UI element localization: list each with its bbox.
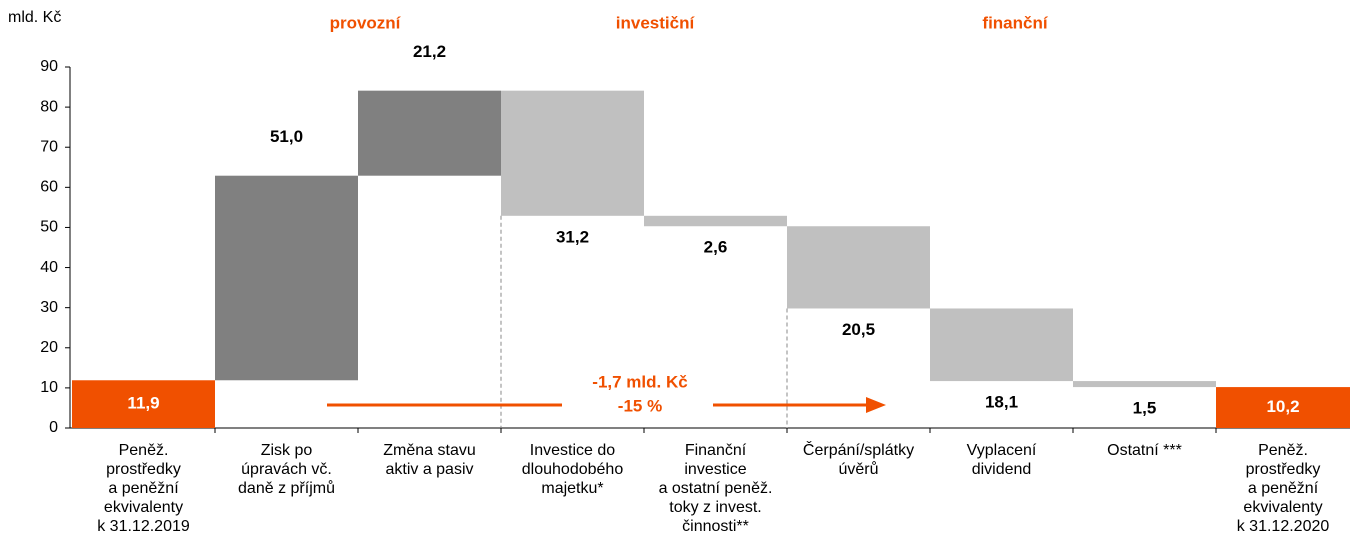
- group-label: investiční: [616, 13, 696, 32]
- x-tick-label-line: investice: [684, 461, 746, 478]
- x-tick-label-line: Ostatní ***: [1107, 442, 1182, 459]
- x-tick-label-line: Zisk po: [261, 442, 313, 459]
- x-tick-label-line: a ostatní peněž.: [659, 480, 773, 497]
- x-tick-label: Ostatní ***: [1107, 442, 1182, 459]
- y-tick-label: 90: [40, 58, 58, 75]
- data-label: 20,5: [842, 320, 875, 339]
- x-tick-label-line: prostředky: [106, 461, 181, 478]
- x-tick-label-line: ekvivalenty: [104, 499, 183, 516]
- x-tick-label-line: aktiv a pasiv: [385, 461, 473, 478]
- y-tick-label: 30: [40, 299, 58, 316]
- x-tick-label-line: Čerpání/splátky: [803, 440, 914, 459]
- bar: [644, 215, 787, 227]
- x-tick-label-line: a peněžní: [108, 480, 179, 497]
- total-bar: [1216, 387, 1350, 428]
- bar: [1073, 381, 1216, 388]
- x-tick-label-line: daně z příjmů: [238, 479, 335, 497]
- y-tick-label: 60: [40, 179, 58, 196]
- y-tick-label: 80: [40, 98, 58, 115]
- x-tick-label-line: Vyplacení: [967, 442, 1037, 459]
- x-tick-label-line: k 31.12.2020: [1237, 518, 1330, 535]
- x-tick-label-line: Peněž.: [1258, 442, 1308, 459]
- data-label: 51,0: [270, 127, 303, 146]
- x-tick-label: Investice do dlouhodobého majetku*: [522, 442, 624, 497]
- y-tick-label: 10: [40, 379, 58, 396]
- annotation: -1,7 mld. Kč: [592, 372, 687, 391]
- x-tick-label-line: činnosti**: [682, 518, 749, 535]
- y-tick-label: 40: [40, 259, 58, 276]
- x-tick-label-line: Finanční: [685, 442, 747, 459]
- bar: [501, 90, 644, 216]
- data-label: 10,2: [1266, 397, 1299, 416]
- data-label: 1,5: [1133, 399, 1157, 418]
- x-tick-label-line: ekvivalenty: [1243, 499, 1322, 516]
- x-tick-label-line: majetku*: [541, 480, 603, 497]
- bar: [358, 90, 501, 176]
- bar: [787, 226, 930, 309]
- data-label: 2,6: [704, 238, 728, 257]
- y-tick-label: 0: [49, 419, 58, 436]
- data-label: 21,2: [413, 42, 446, 61]
- x-tick-label: Vyplacení dividend: [967, 442, 1037, 478]
- x-tick-label-line: úvěrů: [838, 460, 878, 478]
- bar: [215, 175, 358, 381]
- x-tick-label-line: k 31.12.2019: [97, 518, 190, 535]
- x-tick-label: Peněž. prostředky a peněžní ekvivalenty k 31…: [97, 442, 190, 535]
- group-label: finanční: [982, 13, 1048, 32]
- x-tick-label: Čerpání/splátky úvěrů: [803, 440, 914, 478]
- x-tick-label-line: Investice do: [530, 442, 615, 459]
- x-tick-label-line: a peněžní: [1248, 480, 1319, 497]
- x-tick-label-line: Peněž.: [119, 442, 169, 459]
- x-tick-label-line: prostředky: [1246, 461, 1321, 478]
- x-tick-label-line: dlouhodobého: [522, 461, 624, 478]
- x-tick-label: Peněž. prostředky a peněžní ekvivalenty k 31…: [1237, 442, 1330, 535]
- annotation: -15 %: [618, 396, 662, 415]
- y-tick-label: 20: [40, 339, 58, 356]
- x-tick-label-line: toky z invest.: [669, 499, 761, 516]
- data-label: 18,1: [985, 393, 1018, 412]
- group-label: provozní: [330, 13, 402, 32]
- x-tick-label-line: úpravách vč.: [241, 461, 332, 478]
- total-bar: [72, 380, 215, 428]
- x-tick-label-line: dividend: [972, 461, 1032, 478]
- y-tick-label: 70: [40, 138, 58, 155]
- arrow-head: [866, 397, 886, 413]
- x-tick-label: Zisk po úpravách vč. daně z příjmů: [238, 442, 335, 497]
- x-tick-label-line: Změna stavu: [383, 442, 475, 459]
- y-axis-label: mld. Kč: [8, 9, 61, 26]
- data-label: 31,2: [556, 227, 589, 246]
- x-tick-label: Změna stavu aktiv a pasiv: [383, 442, 475, 478]
- bar: [930, 308, 1073, 382]
- y-tick-label: 50: [40, 219, 58, 236]
- data-label: 11,9: [127, 394, 159, 413]
- x-tick-label: Finanční investice a ostatní peněž. toky z …: [659, 442, 773, 535]
